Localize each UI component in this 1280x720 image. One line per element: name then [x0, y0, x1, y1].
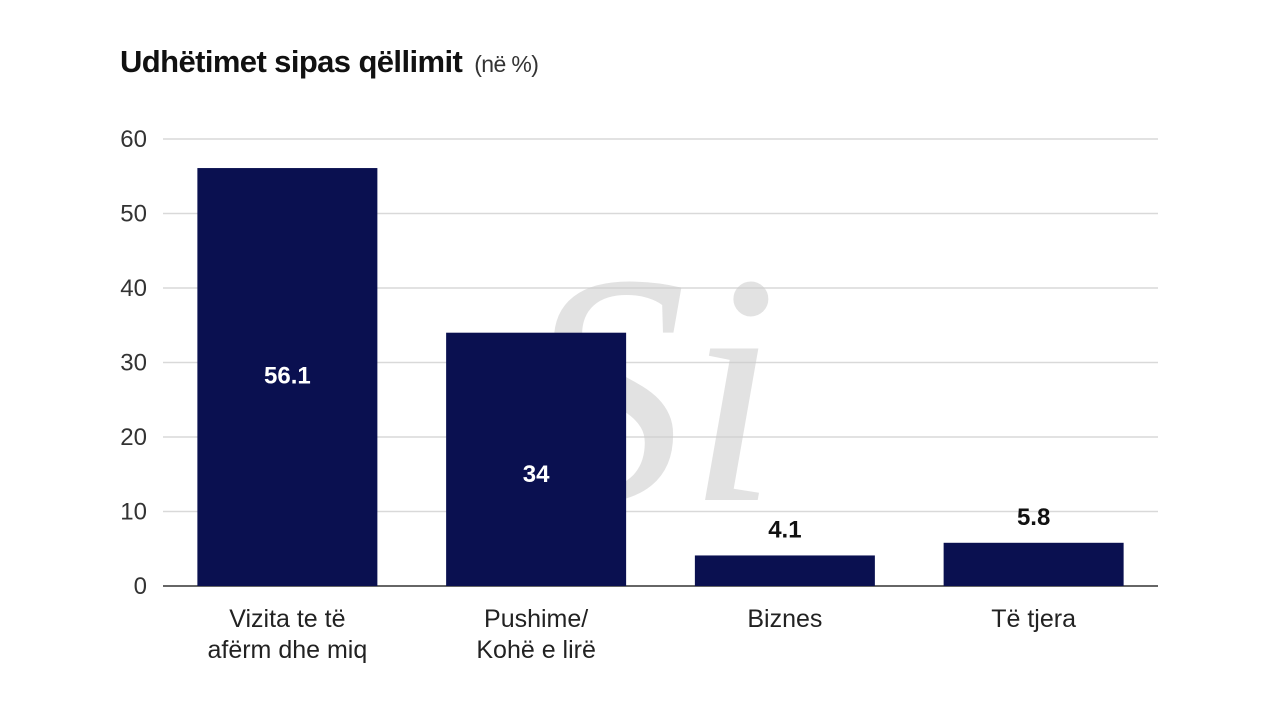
x-axis-labels: Vizita te të afërm dhe miq Pushime/Kohë e …: [207, 605, 1076, 664]
x-tick-label: Vizita te të: [229, 605, 345, 633]
bar-value-label: 4.1: [768, 516, 801, 543]
bar-value-label: 56.1: [264, 363, 311, 390]
y-tick-label: 50: [120, 201, 147, 228]
y-tick-label: 30: [120, 350, 147, 377]
x-tick-label: Pushime/: [484, 605, 588, 633]
x-tick-label: Kohë e lirë: [476, 636, 596, 664]
bar: [943, 542, 1124, 586]
bar-value-label: 5.8: [1017, 504, 1050, 531]
y-tick-label: 0: [134, 573, 147, 600]
x-tick-label: afërm dhe miq: [207, 636, 367, 664]
bar: [197, 168, 378, 586]
bar: [446, 332, 627, 586]
value-labels: 56.1 34 4.1 5.8: [264, 363, 1050, 544]
bars: [197, 168, 1124, 586]
chart-title-main: Udhëtimet sipas qëllimit: [120, 44, 463, 79]
y-tick-label: 40: [120, 275, 147, 302]
chart-title: Udhëtimet sipas qëllimit (në %): [120, 44, 539, 80]
x-tick-label: Të tjera: [991, 605, 1076, 633]
x-tick-label: Biznes: [747, 605, 822, 633]
y-tick-label: 20: [120, 424, 147, 451]
y-tick-label: 60: [120, 126, 147, 153]
y-axis-ticks: 0 10 20 30 40 50 60: [120, 126, 147, 600]
bar-value-label: 34: [523, 461, 550, 488]
chart-title-unit: (në %): [474, 51, 539, 77]
bar: [694, 555, 875, 586]
y-tick-label: 10: [120, 499, 147, 526]
